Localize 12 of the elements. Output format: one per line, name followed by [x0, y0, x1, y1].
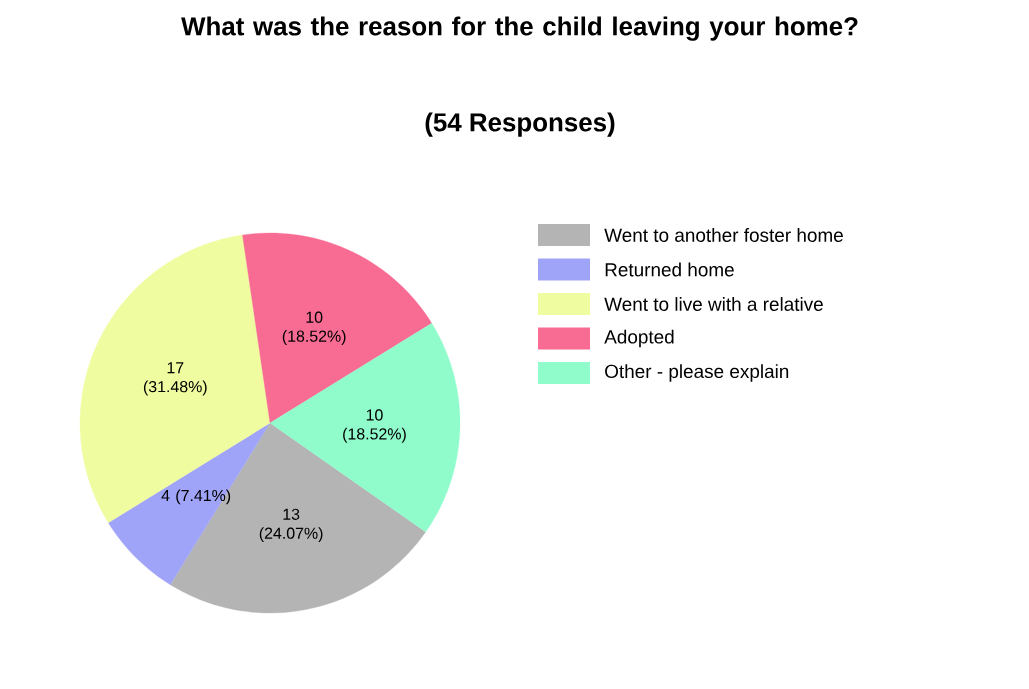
legend-label: Other - please explain: [605, 364, 789, 382]
data-label: 17 (31.48%): [143, 362, 207, 396]
legend-label: Went to live with a relative: [604, 297, 823, 311]
chart-title: What was the reason for the child leaving your home?: [181, 16, 858, 41]
chart-subtitle: (54 Responses): [425, 112, 615, 137]
legend-label: Returned home: [605, 262, 734, 277]
legend-label: Adopted: [604, 329, 674, 348]
data-label: 10 (18.52%): [343, 409, 406, 443]
data-label: 4 (7.41%): [161, 489, 231, 505]
data-label: 10 (18.52%): [282, 311, 346, 345]
legend-label: Went to another foster home: [604, 228, 843, 242]
data-label: 13 (24.07%): [259, 508, 323, 542]
